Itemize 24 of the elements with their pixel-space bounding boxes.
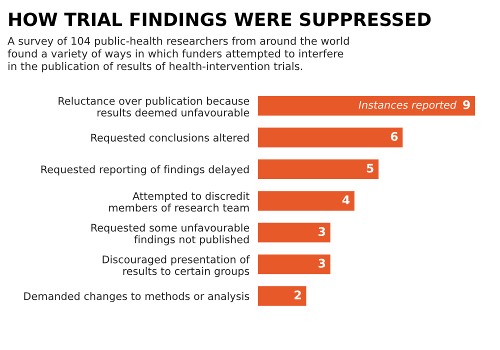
chart-subtitle: A survey of 104 public-health researchers from around the world found a variety of ways in which funders attempted to interfere in the publication of results of health-intervention trials. bbox=[8, 36, 349, 72]
y-tick-label: Demanded changes to methods or analysis bbox=[24, 292, 250, 302]
y-tick-label: Requested some unfavourable findings not published bbox=[91, 224, 250, 246]
data-label: 6 bbox=[390, 132, 398, 141]
y-tick-label: Reluctance over publication because results deemed unfavourable bbox=[58, 96, 250, 117]
y-tick-label: Requested reporting of findings delayed bbox=[41, 165, 249, 176]
bar bbox=[258, 286, 306, 306]
data-label: 2 bbox=[294, 290, 301, 300]
data-label: 9 bbox=[463, 100, 470, 110]
bar bbox=[258, 96, 475, 116]
chart-title: HOW TRIAL FINDINGS WERE SUPPRESSED bbox=[9, 12, 431, 26]
annotation: Instances reported bbox=[358, 100, 457, 111]
bar bbox=[258, 128, 403, 148]
data-label: 5 bbox=[366, 164, 374, 173]
bar bbox=[258, 254, 330, 274]
data-label: 4 bbox=[342, 196, 350, 204]
y-tick-label: Attempted to discredit members of research team bbox=[109, 192, 250, 212]
bar bbox=[258, 191, 354, 211]
y-tick-label: Discouraged presentation of results to certain groups bbox=[102, 255, 250, 278]
bar bbox=[258, 159, 379, 180]
y-tick-label: Requested conclusions altered bbox=[91, 134, 249, 144]
bar bbox=[258, 222, 330, 242]
data-label: 3 bbox=[318, 258, 326, 268]
data-label: 3 bbox=[318, 227, 326, 236]
